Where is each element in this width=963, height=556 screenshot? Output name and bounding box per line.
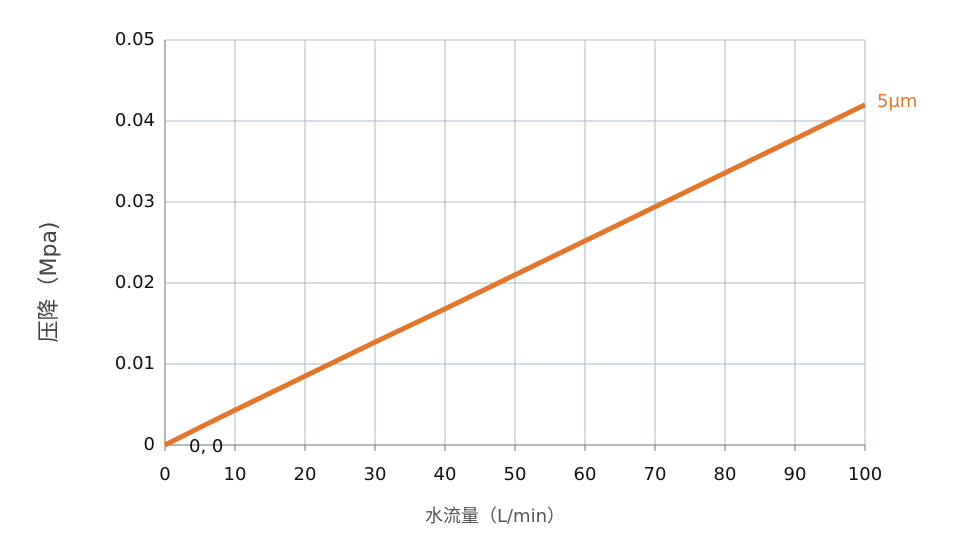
- x-tick-label: 90: [784, 464, 807, 485]
- x-tick-label: 30: [364, 464, 387, 485]
- y-tick-label: 0.03: [115, 191, 155, 212]
- x-tick-label: 50: [504, 464, 527, 485]
- x-tick-label: 10: [224, 464, 247, 485]
- series-label: 5μm: [877, 91, 917, 112]
- x-tick-label: 80: [714, 464, 737, 485]
- data-line: [163, 102, 867, 448]
- y-tick-label: 0.04: [115, 110, 155, 131]
- x-tick-label: 60: [574, 464, 597, 485]
- x-tick-label: 40: [434, 464, 457, 485]
- y-tick-label: 0.01: [115, 353, 155, 374]
- y-axis-label: 压降（Mpa): [37, 221, 62, 342]
- x-tick-label: 20: [294, 464, 317, 485]
- x-tick-label: 0: [159, 464, 170, 485]
- y-tick-label: 0.05: [115, 29, 155, 50]
- x-tick-label: 100: [848, 464, 882, 485]
- annotation: 0, 0: [189, 436, 223, 457]
- x-axis-label: 水流量（L/min）: [425, 506, 565, 527]
- y-tick-label: 0.02: [115, 272, 155, 293]
- x-tick-label: 70: [644, 464, 667, 485]
- y-tick-label: 0: [144, 434, 155, 455]
